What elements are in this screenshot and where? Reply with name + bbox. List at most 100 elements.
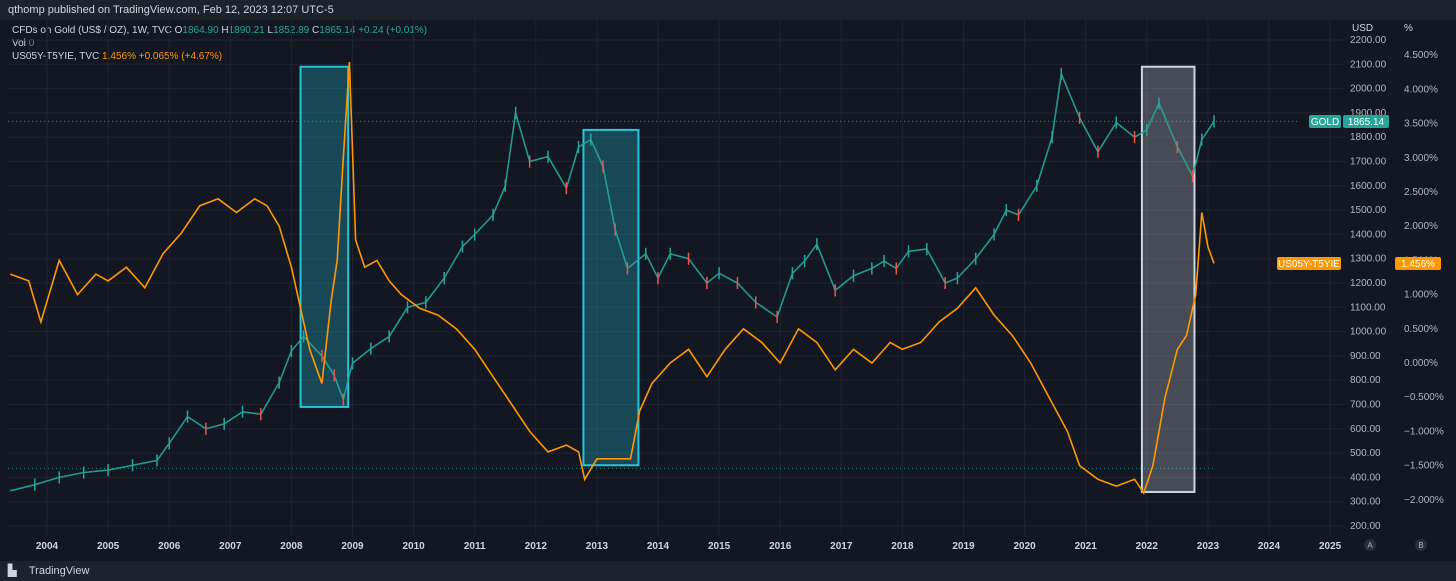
price-badges: GOLD 1865.14 US05Y-T5YIE 1.456%	[1277, 115, 1441, 270]
year-tick-label: 2024	[1258, 541, 1281, 552]
pct-tick-label: −1.500%	[1404, 461, 1444, 472]
year-tick-label: 2021	[1075, 541, 1098, 552]
legend-yield-change: +0.065% (+4.67%)	[138, 51, 223, 62]
usd-tick-label: 1000.00	[1350, 327, 1387, 338]
gold-badge-value: 1865.14	[1348, 117, 1385, 128]
auto-scale-label: A	[1367, 541, 1373, 550]
legend-vol-row[interactable]: Vol 0	[12, 37, 427, 50]
pct-tick-label: 3.500%	[1404, 119, 1438, 130]
yield-badge-label: US05Y-T5YIE	[1278, 259, 1340, 270]
legend-yield-value: 1.456%	[102, 51, 136, 62]
highlight-rectangle	[582, 128, 640, 467]
pct-tick-label: 1.000%	[1404, 290, 1438, 301]
pct-tick-label: −1.000%	[1404, 426, 1444, 437]
usd-tick-label: 1500.00	[1350, 205, 1387, 216]
horizontal-lines	[8, 120, 1300, 469]
pct-tick-label: 2.500%	[1404, 187, 1438, 198]
gold-line	[10, 71, 1215, 492]
year-tick-label: 2007	[219, 541, 242, 552]
usd-tick-label: 700.00	[1350, 400, 1381, 411]
legend-gold-change: +0.24 (+0.01%)	[358, 25, 428, 36]
usd-tick-label: 2100.00	[1350, 59, 1387, 70]
year-tick-label: 2010	[402, 541, 425, 552]
auto-scale-button[interactable]	[1364, 539, 1376, 551]
b-scale-button[interactable]	[1415, 539, 1427, 551]
year-tick-label: 2004	[36, 541, 59, 552]
gold-series	[10, 67, 1215, 492]
usd-tick-label: 1400.00	[1350, 229, 1387, 240]
year-tick-label: 2025	[1319, 541, 1342, 552]
year-tick-label: 2005	[97, 541, 120, 552]
pct-tick-label: 3.000%	[1404, 153, 1438, 164]
legend-vol-value: 0	[28, 38, 35, 49]
time-axis: 2004 2005 2006 2007 2008 2009 2010 2011 2012 2013…	[36, 541, 1342, 552]
year-tick-label: 2016	[769, 541, 792, 552]
yield-series	[10, 61, 1215, 495]
year-tick-label: 2018	[891, 541, 914, 552]
legend-yield-row[interactable]: US05Y-T5YIE, TVC 1.456% +0.065% (+4.67%)	[12, 50, 427, 63]
usd-tick-label: 2200.00	[1350, 35, 1387, 46]
usd-tick-label: 1900.00	[1350, 108, 1387, 119]
usd-tick-label: 1200.00	[1350, 278, 1387, 289]
usd-tick-label: 1800.00	[1350, 132, 1387, 143]
publish-header: qthomp published on TradingView.com, Feb…	[0, 0, 1456, 20]
usd-tick-label: 1600.00	[1350, 181, 1387, 192]
year-tick-label: 2017	[830, 541, 853, 552]
axis-corner-buttons: A B	[1364, 539, 1427, 551]
b-scale-label: B	[1418, 541, 1423, 550]
year-tick-label: 2009	[341, 541, 364, 552]
year-tick-label: 2013	[586, 541, 609, 552]
highlight-rectangle	[1140, 65, 1196, 493]
gold-badge-label: GOLD	[1311, 117, 1339, 128]
legend-gold-l-label: L	[267, 25, 274, 36]
pct-axis: 4.500%4.000%3.500%3.000%2.500%2.000%1.50…	[1404, 50, 1444, 506]
footer-bar: ▙ TradingView	[0, 561, 1456, 581]
usd-axis-unit: USD	[1352, 23, 1374, 34]
year-tick-label: 2019	[952, 541, 975, 552]
pct-tick-label: 0.500%	[1404, 324, 1438, 335]
highlight-rectangles	[299, 65, 1196, 493]
legend-gold-h-label: H	[221, 25, 229, 36]
legend-gold-c: 1865.14	[319, 25, 356, 36]
usd-tick-label: 200.00	[1350, 521, 1381, 532]
legend-gold-o: 1864.90	[182, 25, 219, 36]
tradingview-logo-icon: ▙	[8, 565, 17, 577]
highlight-rectangle	[299, 65, 350, 408]
year-tick-label: 2020	[1013, 541, 1036, 552]
legend-gold-o-label: O	[174, 25, 183, 36]
usd-tick-label: 2000.00	[1350, 84, 1387, 95]
usd-tick-label: 800.00	[1350, 375, 1381, 386]
usd-tick-label: 300.00	[1350, 497, 1381, 508]
pct-tick-label: 4.000%	[1404, 84, 1438, 95]
year-tick-label: 2022	[1136, 541, 1159, 552]
usd-tick-label: 400.00	[1350, 472, 1381, 483]
usd-tick-label: 900.00	[1350, 351, 1381, 362]
year-tick-label: 2015	[708, 541, 731, 552]
usd-tick-label: 500.00	[1350, 448, 1381, 459]
yield-line	[10, 61, 1215, 495]
yield-badge-label-bg	[1277, 257, 1341, 270]
pct-tick-label: −0.500%	[1404, 392, 1444, 403]
footer-brand[interactable]: TradingView	[28, 565, 90, 577]
legend-yield-name: US05Y-T5YIE, TVC	[12, 51, 100, 62]
pct-tick-label: 2.000%	[1404, 221, 1438, 232]
chart-grid	[8, 20, 1345, 535]
legend-vol-label: Vol	[12, 38, 26, 49]
usd-tick-label: 1300.00	[1350, 254, 1387, 265]
legend-gold-c-label: C	[312, 25, 320, 36]
yield-badge-value: 1.456%	[1401, 259, 1435, 270]
price-chart[interactable]: 2200.00 2100.00 2000.00 1900.00 1800.00 1700.…	[0, 20, 1456, 561]
gold-badge-label-bg	[1309, 115, 1341, 128]
year-tick-label: 2014	[647, 541, 670, 552]
legend-gold-h: 1890.21	[228, 25, 265, 36]
pct-axis-unit: %	[1404, 23, 1413, 34]
pct-tick-label: 4.500%	[1404, 50, 1438, 61]
year-tick-label: 2012	[525, 541, 548, 552]
yield-badge-value-bg	[1395, 257, 1441, 270]
pct-tick-label: 0.000%	[1404, 358, 1438, 369]
usd-tick-label: 1700.00	[1350, 157, 1387, 168]
usd-tick-label: 600.00	[1350, 424, 1381, 435]
legend-gold-name: CFDs on Gold (US$ / OZ), 1W, TVC	[12, 25, 172, 36]
usd-tick-label: 1100.00	[1350, 302, 1386, 313]
gold-badge-value-bg	[1343, 115, 1389, 128]
